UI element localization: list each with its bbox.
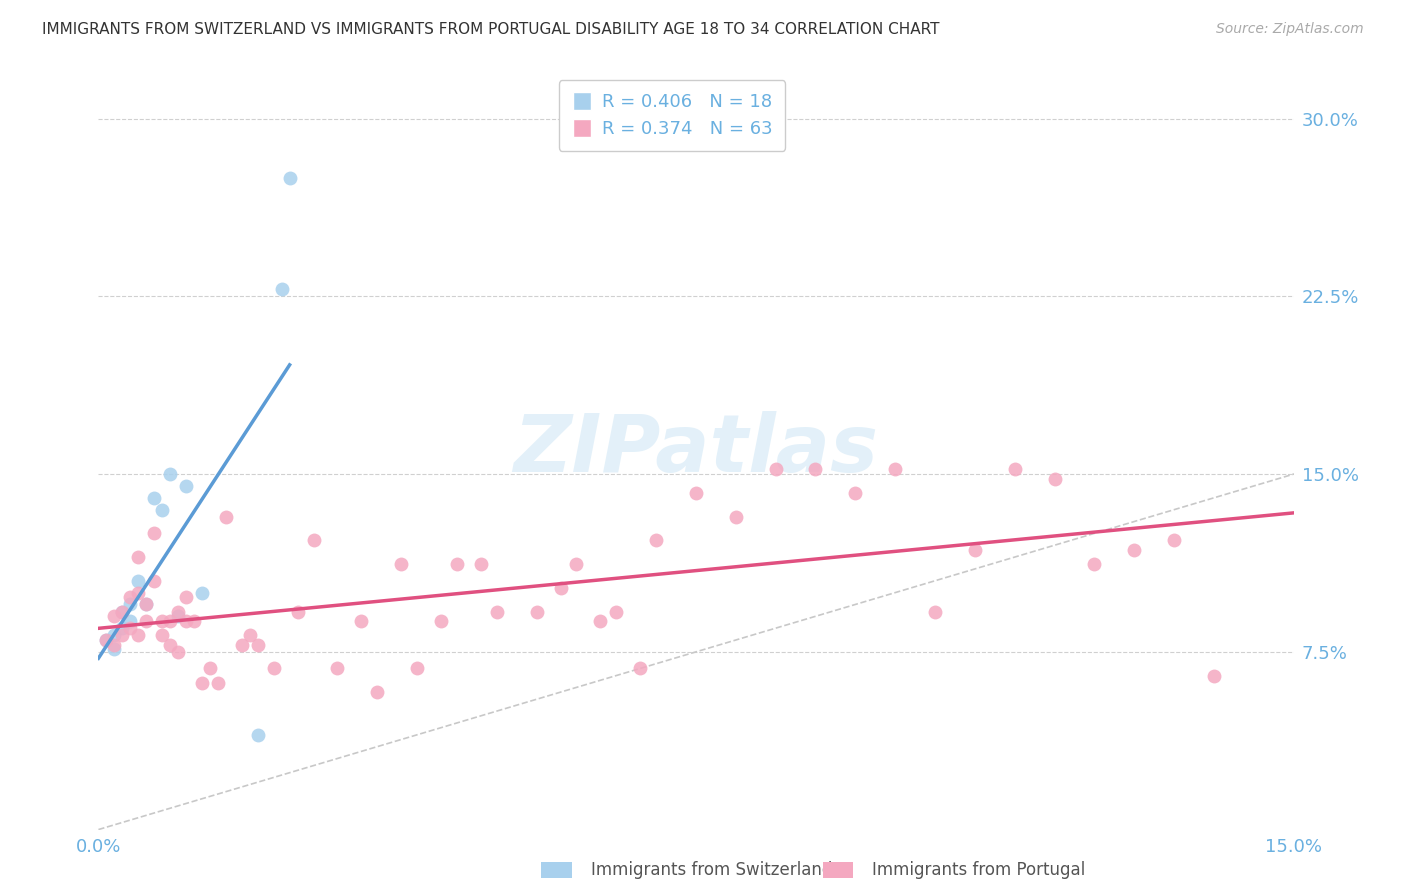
Point [446, 557, 468, 572]
Point [589, 614, 612, 628]
Point [191, 675, 214, 690]
Point [127, 585, 149, 599]
Point [645, 533, 668, 548]
Point [526, 605, 548, 619]
Point [103, 609, 125, 624]
Point [111, 605, 134, 619]
Point [215, 509, 238, 524]
Point [389, 557, 412, 572]
Point [135, 598, 157, 612]
Point [1083, 557, 1105, 572]
Point [470, 557, 492, 572]
Point [366, 685, 388, 699]
Point [135, 614, 157, 628]
Point [287, 605, 309, 619]
Point [550, 581, 572, 595]
Point [1202, 668, 1225, 682]
Point [120, 598, 142, 612]
Text: ZIPatlas: ZIPatlas [513, 411, 879, 490]
Point [167, 609, 190, 624]
Point [96, 633, 118, 648]
Point [120, 591, 142, 605]
Point [150, 502, 173, 516]
Point [963, 543, 986, 558]
Point [1004, 462, 1026, 476]
Point [127, 550, 149, 565]
Point [605, 605, 627, 619]
Text: IMMIGRANTS FROM SWITZERLAND VS IMMIGRANTS FROM PORTUGAL DISABILITY AGE 18 TO 34 : IMMIGRANTS FROM SWITZERLAND VS IMMIGRANT… [42, 22, 939, 37]
Point [143, 574, 166, 588]
Point [150, 628, 173, 642]
Legend: R = 0.406   N = 18, R = 0.374   N = 63: R = 0.406 N = 18, R = 0.374 N = 63 [558, 80, 786, 151]
Point [174, 479, 197, 493]
Point [270, 282, 292, 296]
Point [724, 509, 747, 524]
Point [207, 675, 229, 690]
Point [143, 526, 166, 541]
Point [96, 633, 118, 648]
Text: Source: ZipAtlas.com: Source: ZipAtlas.com [1216, 22, 1364, 37]
Point [103, 628, 125, 642]
Point [183, 614, 205, 628]
Point [246, 728, 269, 742]
Point [485, 605, 508, 619]
Point [246, 638, 269, 652]
Point [1163, 533, 1185, 548]
Point [150, 614, 173, 628]
Point [103, 638, 125, 652]
Point [167, 605, 190, 619]
Point [430, 614, 453, 628]
Point [167, 645, 190, 659]
Point [844, 486, 866, 500]
Point [565, 557, 588, 572]
Point [120, 621, 142, 635]
Text: Immigrants from Switzerland: Immigrants from Switzerland [591, 861, 832, 879]
Point [120, 614, 142, 628]
Point [326, 661, 349, 675]
Point [884, 462, 907, 476]
Point [231, 638, 253, 652]
Point [278, 171, 301, 186]
Point [804, 462, 827, 476]
Point [103, 642, 125, 657]
Point [191, 585, 214, 599]
Point [159, 614, 181, 628]
Point [628, 661, 651, 675]
Point [406, 661, 429, 675]
Point [1043, 472, 1066, 486]
Point [111, 621, 134, 635]
Point [159, 467, 181, 482]
Text: Immigrants from Portugal: Immigrants from Portugal [872, 861, 1085, 879]
Point [111, 628, 134, 642]
Point [685, 486, 707, 500]
Point [765, 462, 787, 476]
Point [174, 591, 197, 605]
Point [302, 533, 325, 548]
Point [174, 614, 197, 628]
Point [127, 574, 149, 588]
Point [135, 598, 157, 612]
Point [1123, 543, 1146, 558]
Point [143, 491, 166, 505]
Point [263, 661, 285, 675]
Point [127, 628, 149, 642]
Point [111, 605, 134, 619]
Point [924, 605, 946, 619]
Point [239, 628, 262, 642]
Point [350, 614, 373, 628]
Point [198, 661, 221, 675]
Point [159, 638, 181, 652]
